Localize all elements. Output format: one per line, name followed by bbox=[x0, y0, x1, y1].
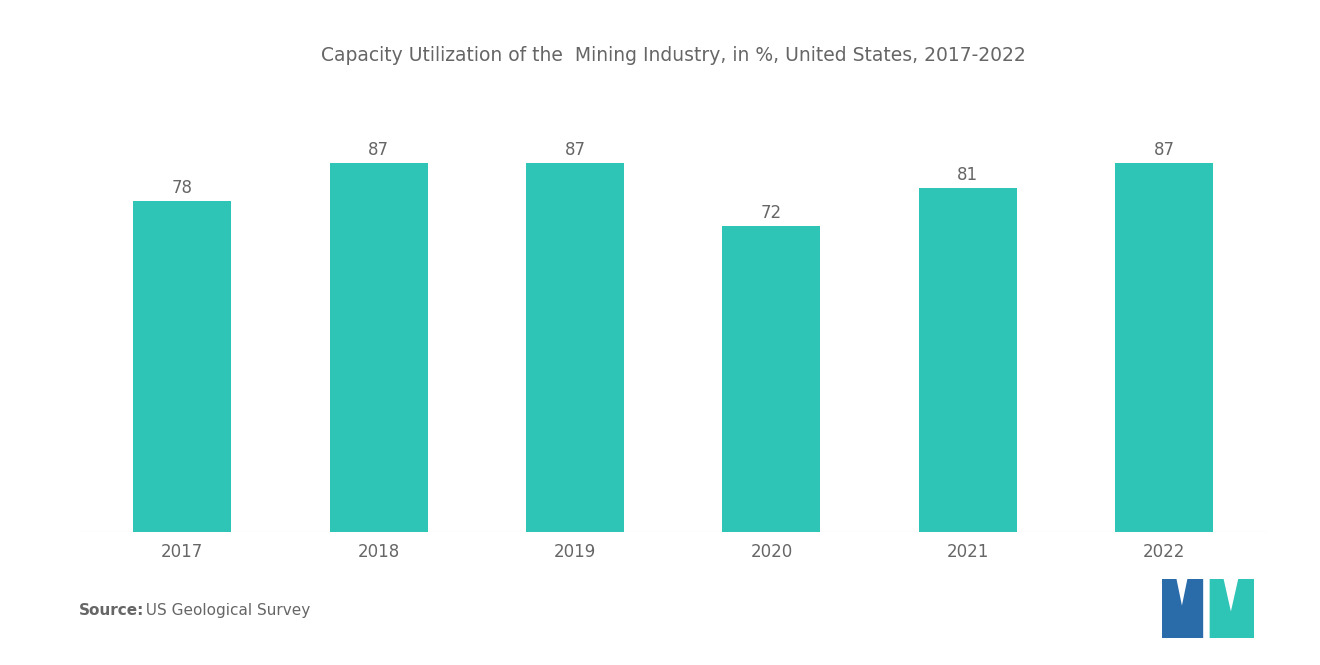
Text: 87: 87 bbox=[368, 140, 389, 158]
Text: 87: 87 bbox=[565, 140, 586, 158]
Bar bbox=[1115, 163, 1213, 532]
Polygon shape bbox=[1209, 579, 1254, 638]
Text: 78: 78 bbox=[172, 179, 193, 197]
Title: Capacity Utilization of the  Mining Industry, in %, United States, 2017-2022: Capacity Utilization of the Mining Indus… bbox=[321, 47, 1026, 65]
Bar bbox=[525, 163, 624, 532]
Bar bbox=[722, 227, 821, 532]
Bar bbox=[330, 163, 428, 532]
Text: 87: 87 bbox=[1154, 140, 1175, 158]
Polygon shape bbox=[1162, 579, 1203, 638]
Text: US Geological Survey: US Geological Survey bbox=[136, 603, 310, 618]
Bar bbox=[919, 188, 1016, 532]
Text: Source:: Source: bbox=[79, 603, 145, 618]
Bar bbox=[133, 201, 231, 532]
Text: 72: 72 bbox=[760, 204, 781, 222]
Text: 81: 81 bbox=[957, 166, 978, 184]
